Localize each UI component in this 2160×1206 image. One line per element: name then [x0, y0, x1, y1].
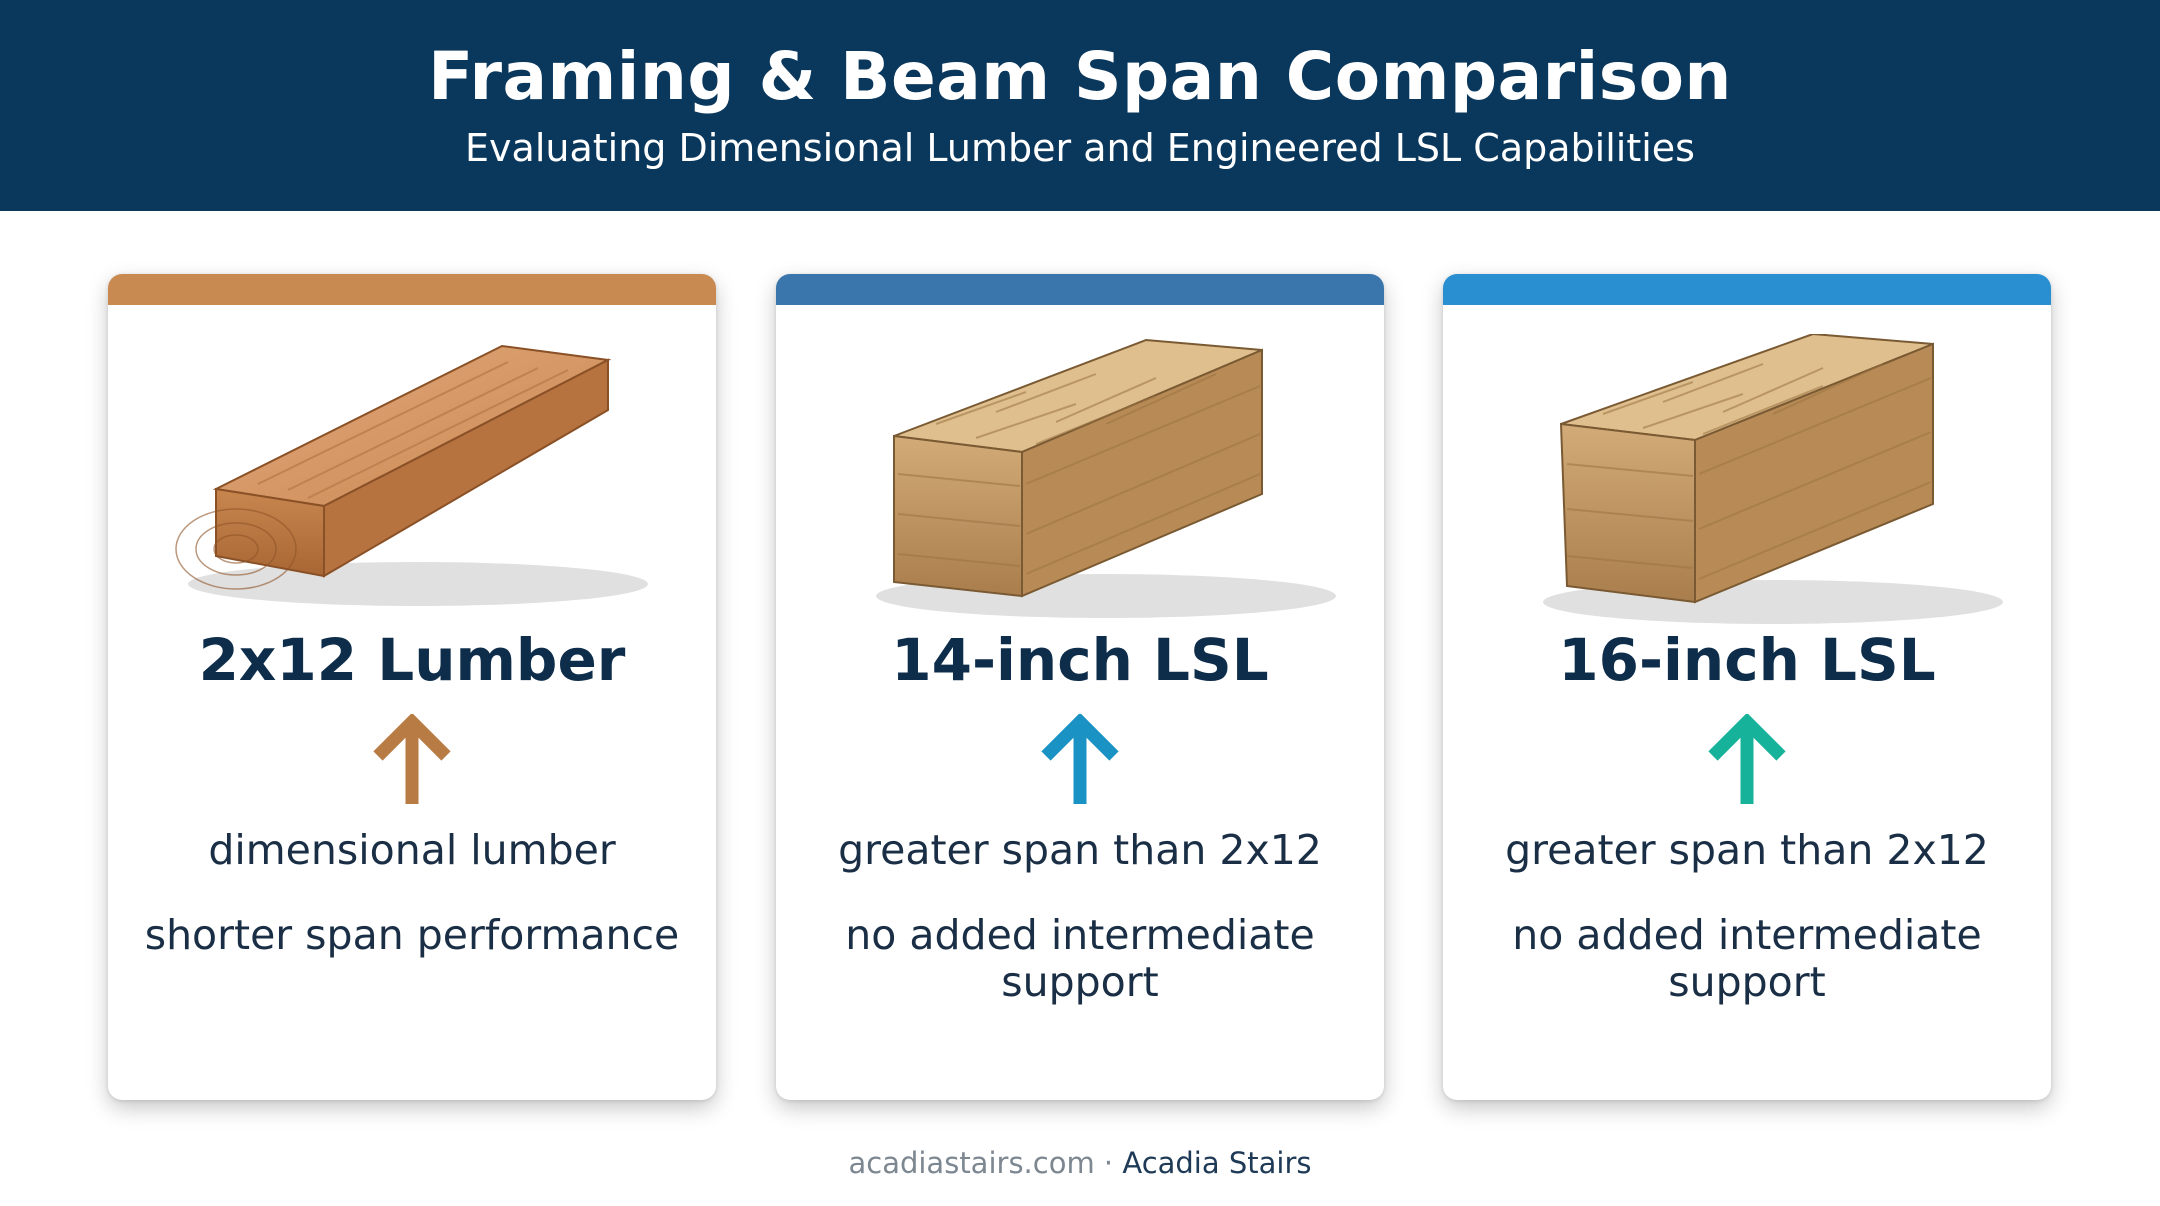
arrow-up-icon: [373, 714, 451, 804]
card-title: 2x12 Lumber: [198, 626, 626, 694]
footer-brand: Acadia Stairs: [1122, 1146, 1312, 1180]
card-note: no added intermediate support: [845, 911, 1315, 1006]
card-accent-bar: [1443, 274, 2051, 305]
lsl-beam-icon: [1543, 334, 2003, 624]
card-14-inch-lsl: 14-inch LSL greater span than 2x12 no ad…: [776, 274, 1384, 1100]
card-title: 16-inch LSL: [1558, 626, 1936, 694]
page-title: Framing & Beam Span Comparison: [428, 38, 1732, 115]
arrow-up-icon: [1041, 714, 1119, 804]
card-16-inch-lsl: 16-inch LSL greater span than 2x12 no ad…: [1443, 274, 2051, 1100]
card-description: greater span than 2x12: [1505, 826, 1989, 874]
arrow-up-icon: [1708, 714, 1786, 804]
card-description: greater span than 2x12: [838, 826, 1322, 874]
card-2x12-lumber: 2x12 Lumber dimensional lumber shorter s…: [108, 274, 716, 1100]
card-note: shorter span performance: [144, 911, 680, 959]
card-description: dimensional lumber: [208, 826, 616, 874]
page-subtitle: Evaluating Dimensional Lumber and Engine…: [465, 126, 1695, 170]
lumber-board-icon: [175, 344, 648, 606]
card-title: 14-inch LSL: [891, 626, 1269, 694]
card-accent-bar: [108, 274, 716, 305]
footer-site: acadiastairs.com: [848, 1146, 1095, 1180]
header-banner: Framing & Beam Span Comparison Evaluatin…: [0, 0, 2160, 211]
card-note: no added intermediate support: [1512, 911, 1982, 1006]
footer-separator: ·: [1094, 1146, 1123, 1180]
footer-credit: acadiastairs.com · Acadia Stairs: [0, 1146, 2160, 1180]
card-accent-bar: [776, 274, 1384, 305]
lsl-beam-icon: [876, 338, 1336, 618]
